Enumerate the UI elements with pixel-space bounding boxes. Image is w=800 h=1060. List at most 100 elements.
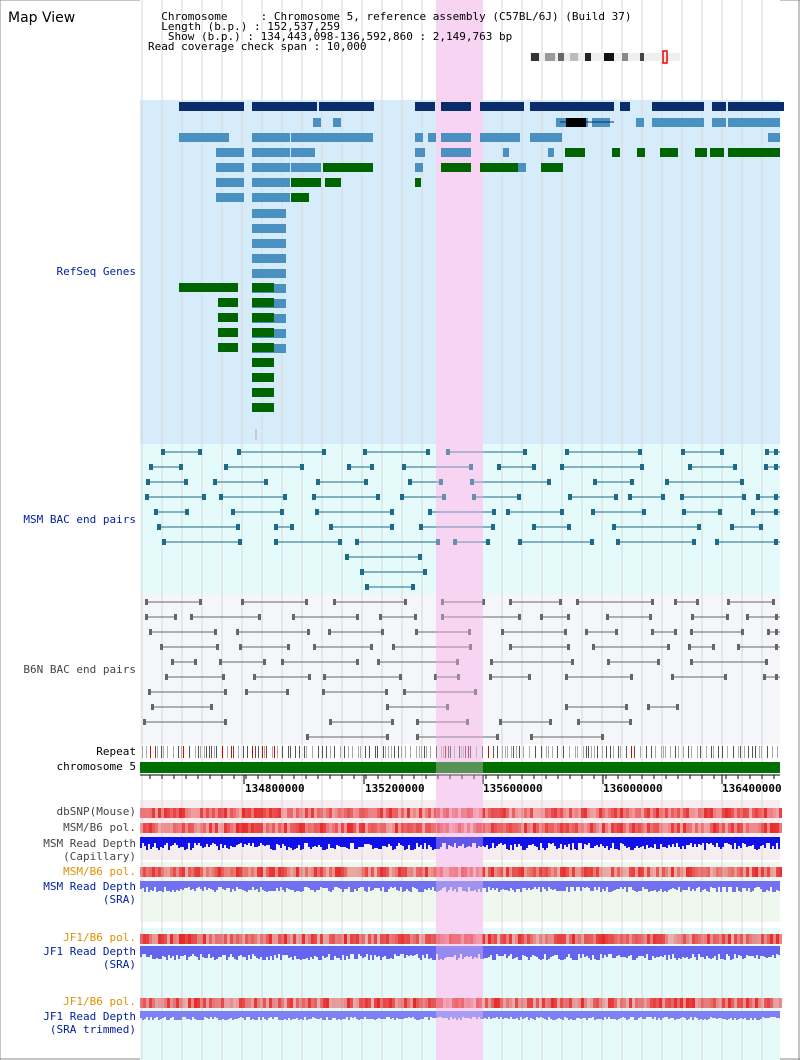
read-depth-bar bbox=[168, 881, 170, 891]
msm-bac-label[interactable]: MSM BAC end pairs bbox=[23, 513, 136, 526]
read-depth-bar bbox=[192, 946, 194, 954]
polymorphism-cell bbox=[749, 934, 752, 944]
polymorphism-cell bbox=[212, 998, 215, 1008]
polymorphism-cell bbox=[665, 998, 668, 1008]
polymorphism-cell bbox=[209, 867, 212, 877]
read-depth-bar bbox=[600, 837, 602, 844]
polymorphism-cell bbox=[503, 998, 506, 1008]
polymorphism-cell bbox=[227, 934, 230, 944]
bac-end-marker bbox=[496, 734, 499, 740]
read-depth-bar bbox=[618, 1011, 620, 1019]
length-info: Length (b.p.) : 152,537,259 bbox=[148, 20, 341, 33]
bac-end-marker bbox=[472, 494, 476, 500]
read-depth-bar bbox=[572, 837, 574, 843]
bac-end-marker bbox=[547, 479, 551, 485]
refseq-genes-label[interactable]: RefSeq Genes bbox=[56, 265, 136, 278]
read-depth-bar bbox=[538, 946, 540, 959]
read-depth-bar bbox=[528, 881, 530, 888]
axis-tick-label: 134800000 bbox=[245, 782, 305, 795]
read-depth-bar bbox=[308, 881, 310, 888]
read-depth-bar bbox=[376, 881, 378, 888]
polymorphism-cell bbox=[320, 867, 323, 877]
polymorphism-cell bbox=[512, 934, 515, 944]
polymorphism-cell bbox=[335, 867, 338, 877]
read-depth-bar bbox=[492, 946, 494, 960]
read-depth-bar bbox=[588, 881, 590, 888]
polymorphism-cell bbox=[464, 998, 467, 1008]
read-depth-bar bbox=[448, 946, 450, 957]
repeat-element bbox=[155, 746, 156, 758]
gene-exon bbox=[252, 209, 286, 218]
read-depth-bar bbox=[174, 837, 176, 843]
bac-end-marker bbox=[287, 644, 290, 650]
read-depth-bar bbox=[214, 946, 216, 960]
polymorphism-cell bbox=[341, 808, 344, 818]
read-depth-bar bbox=[700, 1011, 702, 1019]
polymorphism-cell bbox=[596, 823, 599, 833]
read-depth-bar bbox=[620, 946, 622, 957]
bac-end-marker bbox=[171, 659, 174, 665]
read-depth-bar bbox=[226, 946, 228, 960]
read-depth-bar bbox=[196, 946, 198, 957]
msm-cap-depth-sub: (Capillary) bbox=[63, 850, 136, 863]
polymorphism-cell bbox=[677, 998, 680, 1008]
polymorphism-cell bbox=[527, 808, 530, 818]
read-depth-bar bbox=[584, 837, 586, 844]
polymorphism-cell bbox=[671, 867, 674, 877]
polymorphism-cell bbox=[737, 808, 740, 818]
polymorphism-cell bbox=[317, 867, 320, 877]
read-depth-bar bbox=[400, 837, 402, 845]
bac-end-marker bbox=[775, 629, 778, 635]
polymorphism-cell bbox=[266, 998, 269, 1008]
bac-end-marker bbox=[774, 509, 778, 515]
read-depth-bar bbox=[612, 881, 614, 891]
bac-end-marker bbox=[426, 449, 430, 455]
read-depth-bar bbox=[506, 837, 508, 849]
polymorphism-cell bbox=[581, 808, 584, 818]
bac-end-marker bbox=[216, 644, 219, 650]
gene-exon bbox=[768, 133, 780, 142]
polymorphism-cell bbox=[587, 998, 590, 1008]
read-depth-bar bbox=[276, 946, 278, 958]
polymorphism-cell bbox=[668, 998, 671, 1008]
polymorphism-cell bbox=[140, 808, 143, 818]
bac-end-marker bbox=[457, 674, 460, 680]
bac-end-marker bbox=[676, 704, 679, 710]
polymorphism-cell bbox=[254, 808, 257, 818]
read-depth-bar bbox=[622, 1011, 624, 1017]
bac-end-marker bbox=[329, 719, 332, 725]
read-depth-bar bbox=[760, 837, 762, 846]
polymorphism-cell bbox=[233, 823, 236, 833]
polymorphism-cell bbox=[317, 808, 320, 818]
polymorphism-cell bbox=[485, 998, 488, 1008]
repeat-element bbox=[436, 746, 437, 758]
read-depth-bar bbox=[418, 881, 420, 892]
polymorphism-cell bbox=[293, 808, 296, 818]
bac-end-marker bbox=[585, 629, 588, 635]
polymorphism-cell bbox=[626, 934, 629, 944]
read-depth-bar bbox=[386, 837, 388, 847]
polymorphism-cell bbox=[470, 867, 473, 877]
polymorphism-cell bbox=[152, 808, 155, 818]
read-depth-bar bbox=[628, 881, 630, 887]
polymorphism-cell bbox=[335, 823, 338, 833]
read-depth-bar bbox=[432, 881, 434, 887]
bac-end-marker bbox=[312, 494, 316, 500]
polymorphism-cell bbox=[362, 934, 365, 944]
read-depth-bar bbox=[736, 837, 738, 849]
polymorphism-cell bbox=[458, 998, 461, 1008]
read-depth-bar bbox=[458, 1011, 460, 1018]
polymorphism-cell bbox=[587, 823, 590, 833]
read-depth-bar bbox=[528, 946, 530, 960]
polymorphism-cell bbox=[734, 823, 737, 833]
read-depth-bar bbox=[350, 837, 352, 843]
read-depth-bar bbox=[540, 881, 542, 892]
read-depth-bar bbox=[270, 946, 272, 956]
read-depth-bar bbox=[648, 881, 650, 892]
polymorphism-cell bbox=[698, 998, 701, 1008]
read-depth-bar bbox=[440, 1011, 442, 1017]
read-depth-bar bbox=[494, 837, 496, 848]
read-depth-bar bbox=[254, 881, 256, 890]
b6n-bac-label[interactable]: B6N BAC end pairs bbox=[23, 663, 136, 676]
